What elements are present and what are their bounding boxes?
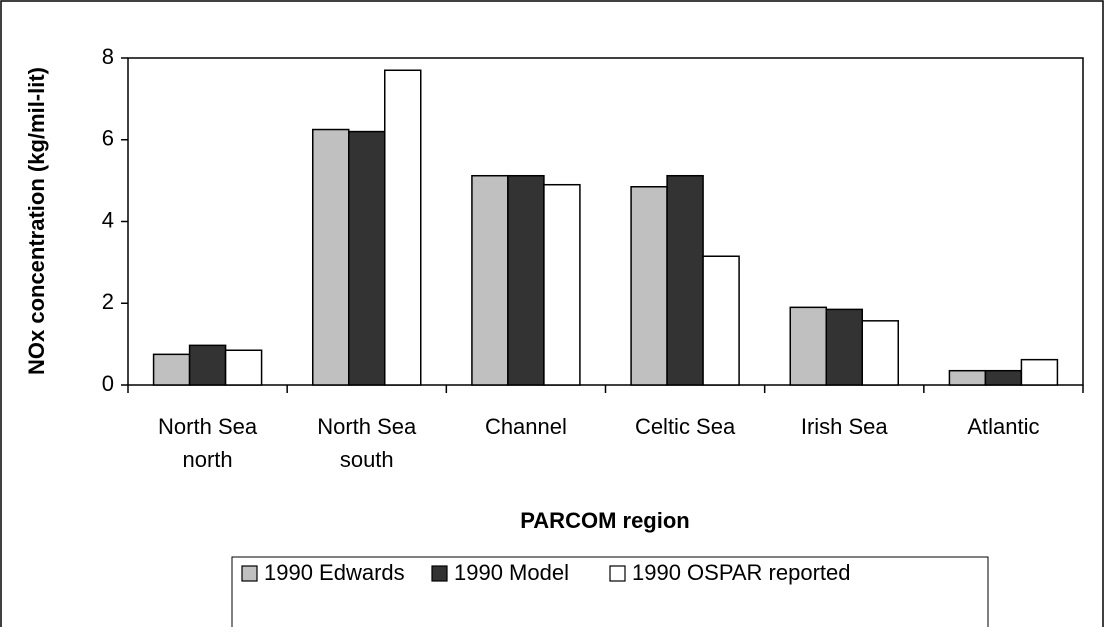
bar [861, 320, 899, 386]
bar [630, 186, 668, 386]
legend-swatch [431, 565, 448, 582]
x-tick-label: Celtic Sea [635, 414, 736, 439]
y-tick-label: 4 [102, 207, 114, 232]
x-tick-label: Atlantic [967, 414, 1039, 439]
y-tick-label: 6 [102, 126, 114, 151]
bar [384, 69, 422, 386]
bar [312, 128, 350, 386]
bar [348, 130, 386, 386]
bar [224, 349, 263, 386]
bar [507, 174, 545, 386]
x-tick-label-line: south [340, 447, 394, 472]
x-tick-label: Channel [485, 414, 567, 439]
x-tick-label-line: North Sea [317, 414, 417, 439]
x-tick-label: North Sea north [158, 414, 258, 472]
legend-label: 1990 Model [454, 560, 569, 585]
legend-label: 1990 OSPAR reported [632, 560, 851, 585]
bar [1020, 358, 1059, 386]
legend-swatch [609, 565, 626, 582]
bar [666, 174, 704, 386]
legend-label: 1990 Edwards [264, 560, 405, 585]
y-axis-title: NOx concentration (kg/mil-lit) [24, 67, 49, 375]
y-tick-label: 0 [102, 371, 114, 396]
bar [188, 344, 227, 386]
bar [702, 255, 740, 386]
y-tick-label: 2 [102, 289, 114, 314]
x-axis-title: PARCOM region [520, 508, 689, 533]
x-tick-label: Irish Sea [801, 414, 889, 439]
bar [825, 308, 863, 386]
plot-area [127, 57, 1084, 386]
bar [948, 369, 987, 386]
bar [471, 174, 509, 386]
x-tick-label-line: North Sea [158, 414, 258, 439]
bar [152, 353, 191, 386]
legend-swatch [241, 565, 258, 582]
y-tick-label: 8 [102, 44, 114, 69]
x-tick-label-line: north [183, 447, 233, 472]
bar [543, 183, 581, 386]
bar [789, 306, 827, 386]
bar [984, 369, 1023, 386]
x-tick-label: North Sea south [317, 414, 417, 472]
